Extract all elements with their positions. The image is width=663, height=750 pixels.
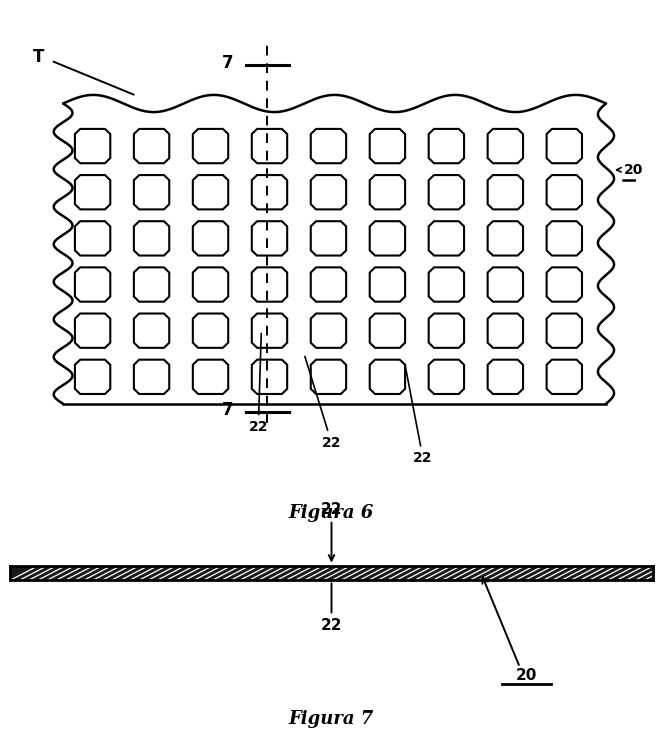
Text: 7: 7 bbox=[222, 53, 234, 71]
Text: 22: 22 bbox=[249, 334, 268, 434]
Text: 7: 7 bbox=[222, 400, 234, 418]
Text: 22: 22 bbox=[321, 502, 342, 560]
Text: Figura 7: Figura 7 bbox=[289, 710, 374, 728]
Text: 20: 20 bbox=[516, 668, 537, 683]
Text: Figura 6: Figura 6 bbox=[289, 504, 374, 522]
Bar bbox=[10, 566, 653, 580]
Text: 22: 22 bbox=[305, 356, 341, 450]
Text: 22: 22 bbox=[321, 584, 342, 633]
Text: 22: 22 bbox=[405, 366, 433, 466]
Text: 20: 20 bbox=[625, 163, 644, 177]
Text: T: T bbox=[32, 48, 44, 66]
